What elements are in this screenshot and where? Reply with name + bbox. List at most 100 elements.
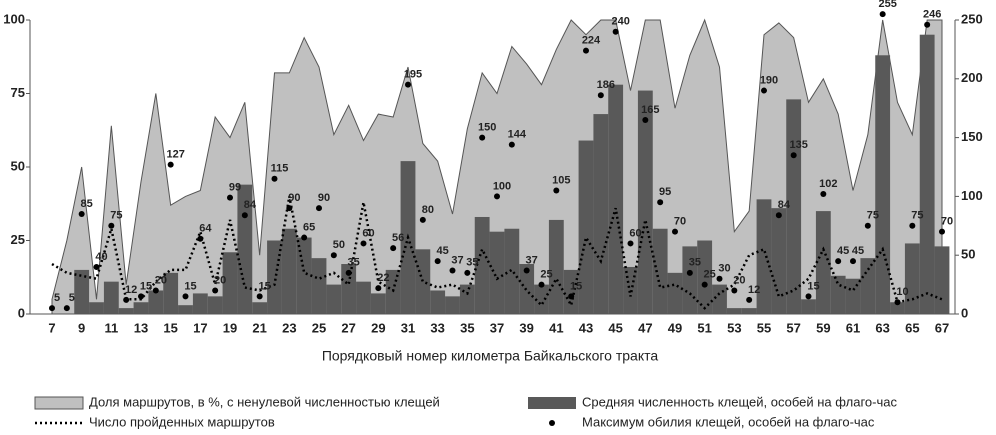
- bar: [593, 114, 609, 314]
- point-label: 75: [110, 210, 122, 222]
- point: [434, 258, 441, 265]
- point-label: 246: [923, 9, 941, 21]
- point-label: 135: [789, 139, 807, 151]
- bar: [296, 237, 312, 314]
- point: [49, 305, 55, 312]
- bar: [815, 211, 831, 314]
- bar: [474, 216, 490, 314]
- bar: [430, 290, 446, 314]
- x-tick-label: 33: [430, 320, 444, 335]
- point: [761, 87, 767, 94]
- point-label: 30: [718, 263, 730, 275]
- x-tick-label: 65: [905, 320, 919, 335]
- bar: [697, 240, 713, 314]
- x-tick-label: 67: [935, 320, 949, 335]
- y2-tick-label: 50: [961, 247, 975, 262]
- point: [612, 28, 619, 35]
- point: [241, 212, 248, 219]
- x-tick-label: 37: [490, 320, 504, 335]
- line: [51, 196, 943, 310]
- legend-swatch: [34, 396, 84, 410]
- point: [686, 269, 693, 276]
- x-tick-label: 41: [549, 320, 563, 335]
- point-label: 50: [333, 239, 345, 251]
- point-label: 75: [911, 210, 923, 222]
- point: [835, 258, 842, 265]
- bar: [103, 281, 119, 314]
- point-label: 15: [140, 280, 152, 292]
- point: [93, 263, 100, 270]
- point-label: 35: [689, 257, 701, 269]
- point-label: 12: [748, 284, 760, 296]
- bar: [667, 272, 683, 314]
- legend-label: Максимум обилия клещей, особей на флаго-…: [582, 414, 875, 429]
- point: [419, 216, 426, 223]
- point: [909, 222, 916, 229]
- point-label: 45: [837, 245, 849, 257]
- point: [879, 11, 886, 18]
- y2-tick-label: 0: [961, 305, 968, 320]
- point-label: 255: [878, 0, 896, 10]
- point-label: 60: [362, 227, 374, 239]
- bar: [207, 296, 223, 314]
- bar: [756, 199, 772, 314]
- point: [568, 293, 575, 300]
- point-label: 90: [288, 192, 300, 204]
- x-tick-label: 9: [78, 320, 85, 335]
- point: [523, 267, 530, 274]
- bar: [504, 228, 520, 314]
- bar: [237, 184, 253, 314]
- point-label: 35: [348, 257, 360, 269]
- x-tick-label: 45: [608, 320, 622, 335]
- bar: [919, 34, 935, 314]
- bar: [608, 84, 624, 315]
- point: [701, 281, 708, 288]
- point-label: 20: [733, 274, 745, 286]
- point-label: 37: [526, 254, 538, 266]
- x-tick-label: 59: [816, 320, 830, 335]
- point: [330, 252, 337, 259]
- point-label: 45: [437, 245, 449, 257]
- point: [850, 258, 856, 265]
- point: [672, 228, 678, 235]
- bar: [118, 308, 134, 314]
- x-tick-label: 27: [341, 320, 355, 335]
- point: [805, 293, 812, 300]
- bar: [133, 302, 149, 314]
- point: [731, 287, 738, 294]
- point-label: 65: [303, 221, 315, 233]
- bar: [89, 302, 104, 314]
- point-label: 95: [659, 186, 671, 198]
- point-label: 115: [271, 163, 289, 175]
- point: [494, 193, 500, 200]
- x-tick-label: 21: [252, 320, 266, 335]
- point: [820, 191, 827, 198]
- point-label: 150: [478, 122, 496, 134]
- y-tick-label: 25: [11, 232, 25, 247]
- point-label: 64: [199, 223, 212, 235]
- point: [746, 296, 753, 303]
- x-axis-title: Порядковый номер километра Байкальского …: [322, 348, 659, 364]
- bar: [341, 264, 357, 314]
- bar: [726, 308, 742, 314]
- point-label: 105: [552, 174, 570, 186]
- point-label: 84: [778, 199, 791, 211]
- bar: [801, 299, 816, 314]
- y-tick-label: 0: [18, 305, 25, 320]
- bar: [489, 231, 505, 314]
- point: [152, 287, 159, 294]
- point: [627, 240, 634, 247]
- point-label: 195: [404, 69, 422, 81]
- point-label: 45: [852, 245, 864, 257]
- point-label: 85: [81, 198, 93, 210]
- point: [390, 245, 397, 252]
- point: [924, 21, 931, 28]
- legend-label: Число пройденных маршрутов: [89, 414, 275, 429]
- point: [583, 47, 589, 54]
- x-tick-label: 53: [727, 320, 741, 335]
- bar: [578, 140, 594, 314]
- point-label: 5: [54, 292, 60, 304]
- point-label: 25: [540, 269, 552, 281]
- x-tick-label: 19: [223, 320, 237, 335]
- point: [123, 296, 130, 303]
